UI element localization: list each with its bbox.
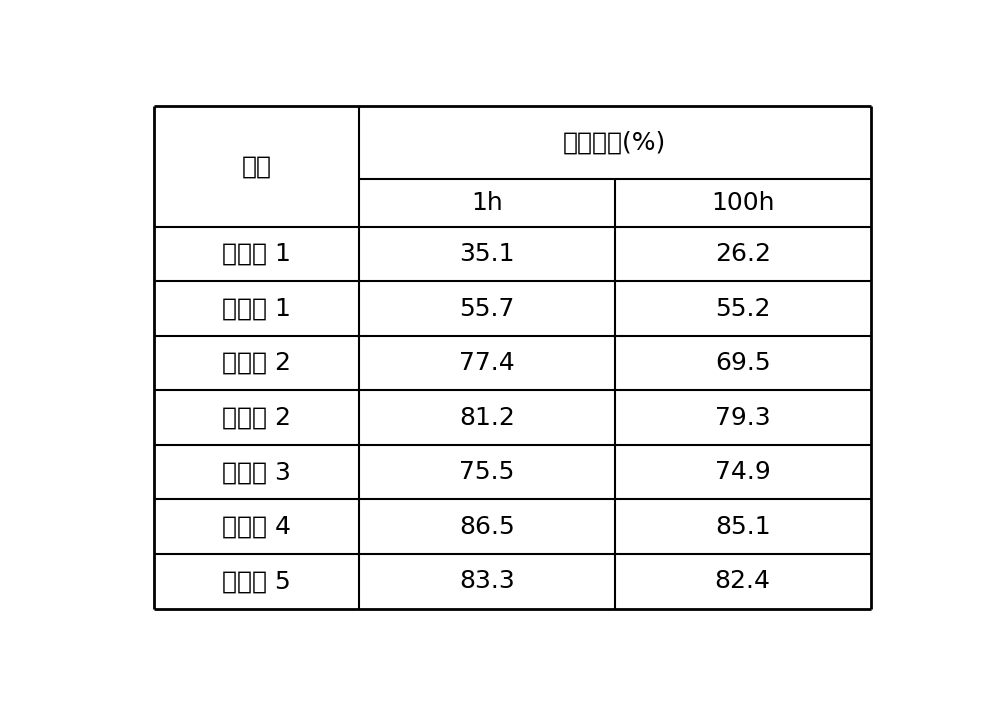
Text: 26.2: 26.2 <box>715 242 771 266</box>
Text: 83.3: 83.3 <box>459 569 515 593</box>
Text: 82.4: 82.4 <box>715 569 771 593</box>
Text: 69.5: 69.5 <box>715 351 771 375</box>
Text: 35.1: 35.1 <box>459 242 514 266</box>
Text: 85.1: 85.1 <box>715 515 771 539</box>
Text: 55.7: 55.7 <box>459 296 514 320</box>
Text: 81.2: 81.2 <box>459 406 515 430</box>
Text: 74.9: 74.9 <box>715 460 771 484</box>
Text: 实施例 3: 实施例 3 <box>222 460 291 484</box>
Text: 75.5: 75.5 <box>459 460 514 484</box>
Text: 实施例 4: 实施例 4 <box>222 515 291 539</box>
Text: 实施例 2: 实施例 2 <box>222 406 291 430</box>
Text: 77.4: 77.4 <box>459 351 515 375</box>
Text: 1h: 1h <box>471 191 503 215</box>
Text: 对比例 1: 对比例 1 <box>222 242 291 266</box>
Text: 实施例 1: 实施例 1 <box>222 296 291 320</box>
Text: 脱硝效率(%): 脱硝效率(%) <box>563 130 666 154</box>
Text: 100h: 100h <box>711 191 774 215</box>
Text: 实施例 5: 实施例 5 <box>222 569 291 593</box>
Text: 79.3: 79.3 <box>715 406 771 430</box>
Text: 86.5: 86.5 <box>459 515 515 539</box>
Text: 55.2: 55.2 <box>715 296 770 320</box>
Text: 对比例 2: 对比例 2 <box>222 351 291 375</box>
Text: 样品: 样品 <box>241 154 271 178</box>
